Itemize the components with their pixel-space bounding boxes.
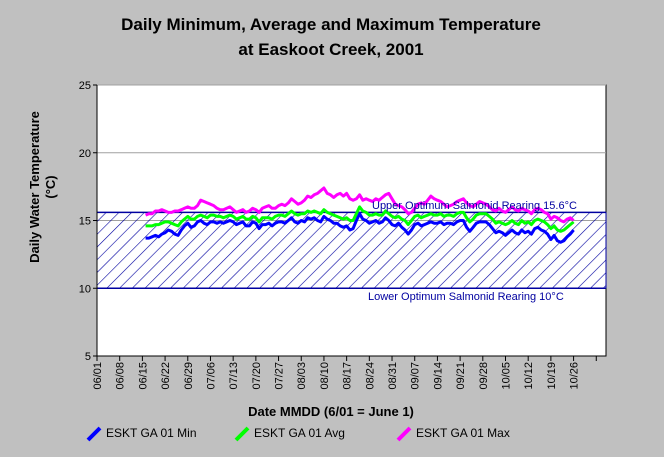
legend: ESKT GA 01 Min ESKT GA 01 Avg ESKT GA 01… xyxy=(86,426,510,442)
x-tick-label-16: 09/21 xyxy=(455,362,467,390)
series-lines xyxy=(145,186,575,244)
axes: 5 10 15 20 25 06/01 06/08 06/15 06/22 06/29 07/06 0… xyxy=(79,80,606,390)
x-tick-label-11: 08/17 xyxy=(342,362,354,390)
x-tick-label-20: 10/19 xyxy=(546,362,558,390)
x-tick-label-19: 10/12 xyxy=(523,362,535,390)
x-tick-label-4: 06/29 xyxy=(183,362,195,390)
x-tick-label-14: 09/07 xyxy=(410,362,422,390)
legend-swatch-min xyxy=(86,426,102,442)
y-axis-label-line-1: Daily Water Temperature xyxy=(27,111,42,263)
x-tick-label-18: 10/05 xyxy=(501,362,513,390)
y-tick-label-5: 5 xyxy=(85,351,91,363)
x-tick-label-17: 09/28 xyxy=(478,362,490,390)
legend-label-min: ESKT GA 01 Min xyxy=(106,426,197,440)
legend-item-max: ESKT GA 01 Max xyxy=(396,426,510,442)
lower-optimum-label: Lower Optimum Salmonid Rearing 10°C xyxy=(368,291,564,303)
chart-title-line-1: Daily Minimum, Average and Maximum Tempe… xyxy=(121,15,541,34)
x-tick-label-9: 08/03 xyxy=(296,362,308,390)
legend-swatch-avg xyxy=(234,426,250,442)
legend-item-min: ESKT GA 01 Min xyxy=(86,426,197,442)
y-tick-label-10: 10 xyxy=(79,283,91,295)
x-tick-label-5: 07/06 xyxy=(206,362,218,390)
optimum-band xyxy=(96,211,607,289)
legend-label-avg: ESKT GA 01 Avg xyxy=(254,426,345,440)
x-tick-label-10: 08/10 xyxy=(319,362,331,390)
chart-title-line-2: at Easkoot Creek, 2001 xyxy=(238,40,423,59)
x-tick-label-6: 07/13 xyxy=(228,362,240,390)
x-tick-label-3: 06/22 xyxy=(160,362,172,390)
x-tick-label-0: 06/01 xyxy=(92,362,104,390)
legend-label-max: ESKT GA 01 Max xyxy=(416,426,510,440)
x-tick-label-8: 07/27 xyxy=(274,362,286,390)
x-tick-label-2: 06/15 xyxy=(137,362,149,390)
upper-optimum-label: Upper Optimum Salmonid Rearing 15.6°C xyxy=(372,200,577,212)
x-tick-label-15: 09/14 xyxy=(432,362,444,390)
series-line-max xyxy=(145,186,575,224)
legend-swatch-max xyxy=(396,426,412,442)
y-tick-label-20: 20 xyxy=(79,148,91,160)
series-line-avg xyxy=(145,205,575,233)
y-tick-label-15: 15 xyxy=(79,216,91,228)
x-axis-label: Date MMDD (6/01 = June 1) xyxy=(248,404,414,419)
x-tick-label-21: 10/26 xyxy=(569,362,581,390)
x-tick-label-13: 08/31 xyxy=(387,362,399,390)
x-tick-label-7: 07/20 xyxy=(251,362,263,390)
series-line-min xyxy=(145,212,575,244)
x-tick-label-1: 06/08 xyxy=(115,362,127,390)
x-tick-label-12: 08/24 xyxy=(364,362,376,390)
y-tick-label-25: 25 xyxy=(79,80,91,92)
optimum-band-hatch xyxy=(97,212,606,289)
legend-item-avg: ESKT GA 01 Avg xyxy=(234,426,345,442)
y-axis-label-line-2: (°C) xyxy=(43,175,58,198)
